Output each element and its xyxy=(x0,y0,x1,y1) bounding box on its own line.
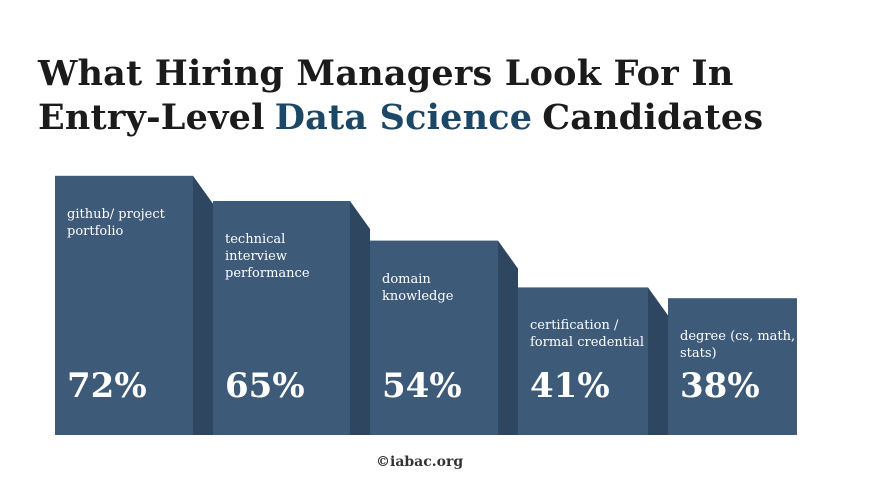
bar xyxy=(213,201,350,435)
bar xyxy=(668,298,797,435)
bar xyxy=(518,287,648,435)
category-label: technical interview performance xyxy=(225,232,310,281)
bar-side xyxy=(648,287,668,435)
value-label: 38% xyxy=(680,366,760,406)
source: ©iabac.org xyxy=(376,454,464,470)
bar-side xyxy=(350,201,370,435)
value-label: 54% xyxy=(382,366,462,406)
title-highlight: Data Science xyxy=(274,97,533,138)
title-part: Candidates xyxy=(542,97,764,138)
bar-side xyxy=(498,240,518,435)
chart-title: What Hiring Managers Look For In Entry-L… xyxy=(38,52,858,140)
title-part: What Hiring Managers Look For In Entry-L… xyxy=(38,53,734,138)
category-label: domain knowledge xyxy=(382,271,454,304)
category-label: github/ project portfolio xyxy=(67,206,165,239)
bar-side xyxy=(193,175,213,436)
value-label: 41% xyxy=(530,366,610,406)
category-label: degree (cs, math, stats) xyxy=(680,329,796,362)
bar xyxy=(55,175,193,436)
value-label: 65% xyxy=(225,366,305,406)
bar xyxy=(370,240,498,435)
value-label: 72% xyxy=(67,366,147,406)
category-label: certification / formal credential xyxy=(530,318,645,351)
